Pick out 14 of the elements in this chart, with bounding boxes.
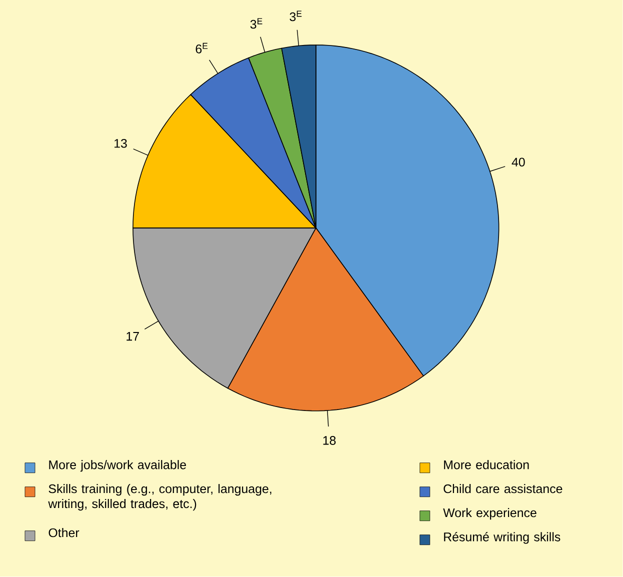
- legend-label: Work experience: [443, 508, 536, 520]
- data-label: 13: [114, 139, 127, 148]
- legend-label: Résumé writing skills: [444, 532, 560, 544]
- legend-label: Other: [48, 528, 80, 538]
- data-label: 6$^{E}$: [196, 43, 208, 54]
- data-label: 3$^{E}$: [250, 18, 262, 29]
- legend-label: Skills training (e.g., computer, language, writing, skilled trades, etc.): [48, 484, 272, 511]
- legend-label: Child care assistance: [444, 484, 562, 494]
- data-label: 40: [512, 158, 525, 167]
- data-label: 18: [323, 436, 336, 445]
- legend-label: More jobs/work available: [49, 460, 186, 472]
- data-label: 17: [126, 332, 139, 341]
- data-label: 3$^{E}$: [290, 10, 302, 22]
- legend-label: More education: [444, 460, 529, 470]
